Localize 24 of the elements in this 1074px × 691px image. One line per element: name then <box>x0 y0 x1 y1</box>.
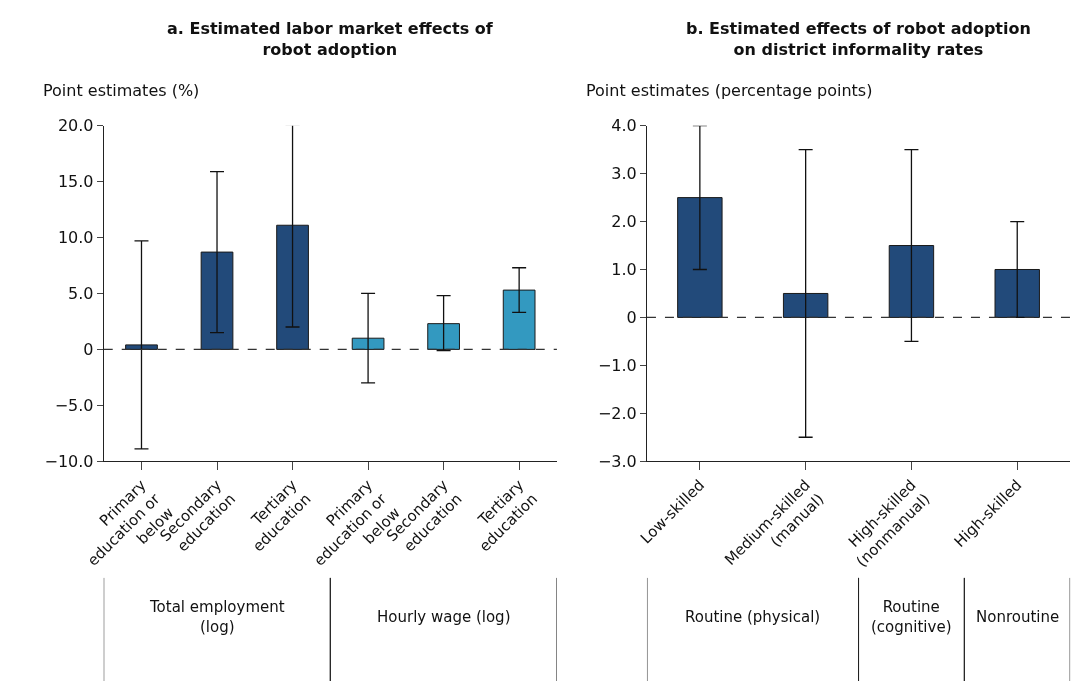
chart-title: b. Estimated effects of robot adoption on district informality rates <box>686 19 1031 59</box>
text: Nonroutine <box>976 608 1060 626</box>
text: Routine (physical) <box>685 608 821 626</box>
y-tick-label: 15.0 <box>57 172 94 192</box>
y-tick-label: −1.0 <box>597 355 637 375</box>
y-axis-title: Point estimates (percentage points) <box>586 81 873 100</box>
y-tick-label: −3.0 <box>597 451 637 471</box>
y-tick-label: 20.0 <box>57 116 94 136</box>
text: Routine (cognitive) <box>871 598 952 636</box>
y-tick-label: 10.0 <box>57 228 94 248</box>
y-axis-title: Point estimates (%) <box>43 81 200 100</box>
y-tick-label: 1.0 <box>611 260 637 280</box>
y-tick-label: 3.0 <box>611 164 637 184</box>
y-tick-label: 4.0 <box>611 116 637 136</box>
chart-title: a. Estimated labor market effects of robot adoption <box>167 19 494 59</box>
y-tick-label: 2.0 <box>611 212 637 232</box>
text: Hourly wage (log) <box>377 608 511 626</box>
y-tick-label: 0 <box>626 308 637 328</box>
y-tick-label: 0 <box>83 339 94 359</box>
y-tick-label: 5.0 <box>68 284 94 304</box>
y-tick-label: −2.0 <box>597 403 637 423</box>
y-tick-label: −5.0 <box>54 395 94 415</box>
text: Total employment (log) <box>149 598 285 636</box>
y-tick-label: −10.0 <box>44 451 94 471</box>
